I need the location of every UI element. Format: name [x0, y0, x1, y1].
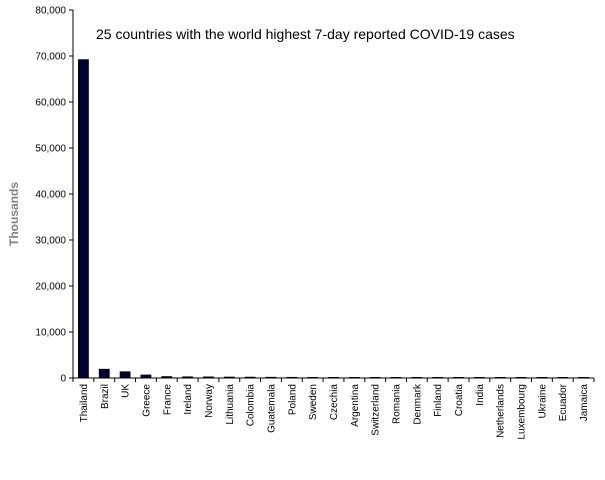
x-tick-label: Netherlands: [496, 384, 507, 438]
x-tick-label: Argentina: [350, 384, 361, 427]
x-tick-label: Colombia: [246, 384, 257, 427]
x-tick-label: India: [475, 384, 486, 406]
y-axis: 0 10,000 20,000 30,000 40,000 50,000 60,000 70,…: [35, 6, 73, 385]
y-tick-label: 10,000: [35, 328, 66, 339]
x-tick-label: Luxembourg: [517, 384, 528, 440]
x-tick-label: Ireland: [183, 384, 194, 415]
x-tick-label: France: [162, 384, 173, 416]
x-tick-label: Jamaica: [579, 384, 590, 422]
x-tick-label: UK: [121, 384, 132, 398]
y-tick-label: 30,000: [35, 236, 66, 247]
x-tick-label: Sweden: [308, 384, 319, 420]
bar-brazil: [98, 368, 110, 379]
x-tick-label: Greece: [141, 384, 152, 417]
x-tick-label: Norway: [204, 384, 215, 418]
x-tick-label: Romania: [392, 384, 403, 424]
x-tick-label: Poland: [287, 384, 298, 415]
y-tick-label: 60,000: [35, 98, 66, 109]
bar-thailand: [78, 59, 89, 379]
x-axis: Thailand Brazil UK Greece France Ireland Norwa…: [72, 378, 595, 440]
x-tick-label: Czechia: [329, 384, 340, 421]
x-tick-label: Ecuador: [558, 383, 569, 421]
x-tick-label: Ukraine: [537, 384, 548, 419]
y-tick-label: 70,000: [35, 52, 66, 63]
y-axis-label: Thousands: [7, 182, 21, 246]
y-tick-label: 80,000: [35, 6, 66, 17]
bar-uk: [119, 371, 131, 379]
x-tick-label: Lithuania: [225, 384, 236, 425]
y-tick-label: 50,000: [35, 144, 66, 155]
x-tick-label: Switzerland: [371, 384, 382, 436]
chart-title: 25 countries with the world highest 7-da…: [96, 26, 515, 42]
y-tick-label: 20,000: [35, 282, 66, 293]
y-tick-label: 40,000: [35, 190, 66, 201]
x-tick-label: Croatia: [454, 384, 465, 417]
x-tick-label: Thailand: [79, 384, 90, 422]
x-tick-label: Finland: [433, 384, 444, 417]
x-tick-label: Guatemala: [266, 384, 277, 433]
x-tick-label: Brazil: [100, 384, 111, 409]
y-tick-label: 0: [60, 374, 66, 385]
x-tick-label: Denmark: [412, 383, 423, 425]
bars: [78, 59, 589, 379]
